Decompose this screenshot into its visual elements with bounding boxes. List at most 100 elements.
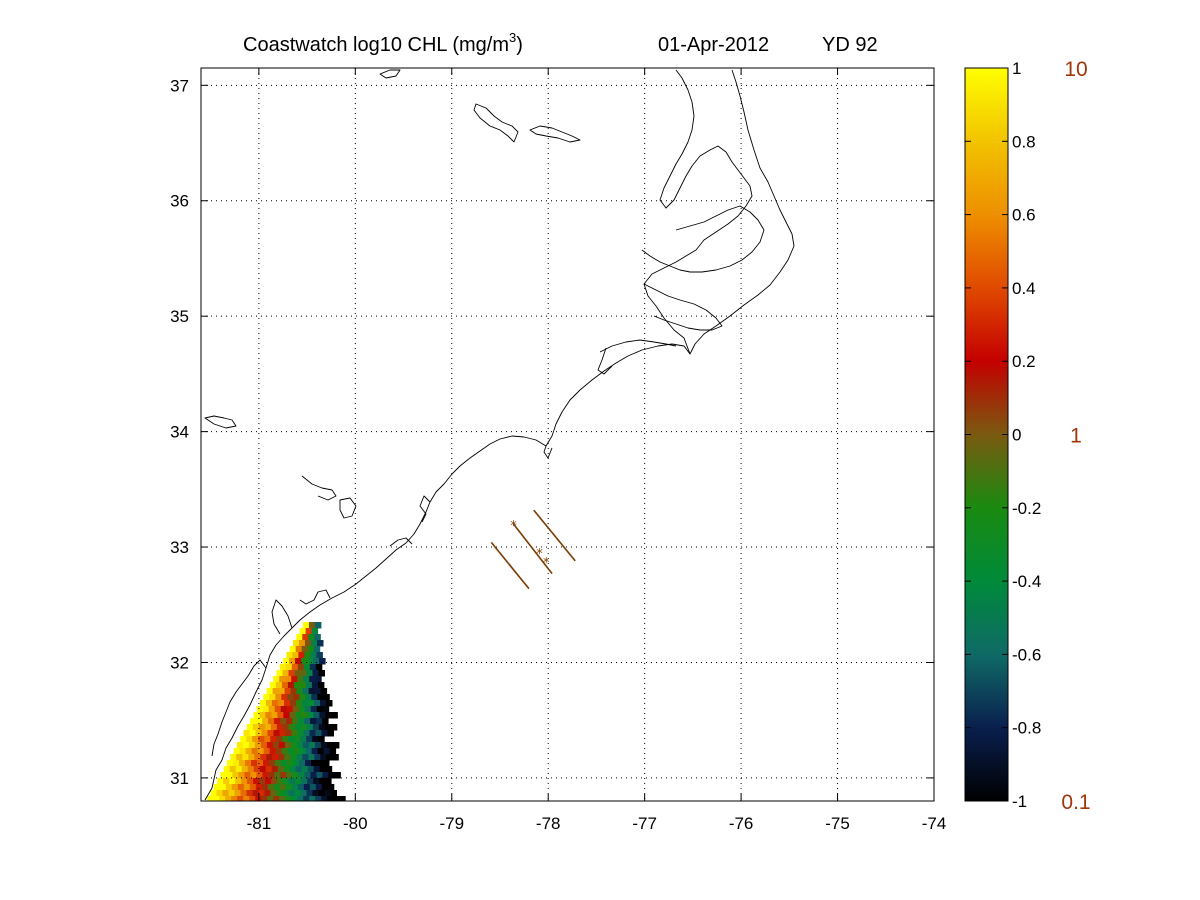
swath-pixel — [323, 694, 330, 701]
swath-pixel — [268, 718, 275, 725]
swath-pixel — [315, 796, 322, 801]
swath-pixel — [314, 688, 322, 695]
lon-tick-label: -79 — [439, 814, 464, 833]
swath-pixel — [306, 670, 313, 677]
swath-pixel — [229, 766, 237, 773]
swath-pixel — [309, 796, 316, 801]
swath-pixel — [262, 772, 269, 779]
swath-pixel — [308, 700, 315, 707]
swath-pixel — [314, 634, 321, 641]
colorbar-tick-label: -0.6 — [1012, 645, 1041, 664]
swath-pixel — [287, 694, 294, 701]
swath-pixel — [239, 748, 247, 755]
colorbar-tick-label: -1 — [1012, 792, 1027, 811]
swath-pixel — [253, 778, 260, 785]
swath-pixel — [260, 754, 267, 761]
axis-ticks — [201, 68, 935, 801]
swath-pixel — [313, 646, 321, 653]
swath-pixel — [253, 766, 261, 773]
swath-pixel — [321, 730, 328, 737]
swath-pixel — [278, 742, 286, 749]
swath-pixel — [330, 790, 337, 797]
swath-pixel — [261, 796, 268, 801]
swath-pixel — [295, 778, 302, 785]
swath-pixel — [320, 700, 327, 707]
swath-pixel — [270, 790, 277, 797]
swath-pixel — [294, 724, 302, 731]
swath-pixel — [320, 742, 328, 749]
swath-pixel — [275, 682, 283, 689]
concentration-label: 0.1 — [1061, 791, 1090, 814]
swath-pixel — [233, 760, 240, 767]
swath-pixel — [322, 772, 329, 779]
swath-pixel — [313, 778, 320, 785]
swath-pixel — [250, 718, 257, 725]
swath-pixel — [307, 778, 314, 785]
swath-pixel — [278, 754, 285, 761]
swath-pixel — [273, 796, 280, 801]
swath-pixel — [308, 754, 315, 761]
chlorophyll-swath — [207, 622, 346, 801]
swath-pixel — [252, 736, 259, 743]
swath-pixel — [271, 778, 278, 785]
pamlico-tributary — [597, 347, 613, 375]
swath-pixel — [328, 772, 335, 779]
title-close: ) — [516, 34, 523, 56]
colorbar-tick-label: 0.8 — [1012, 132, 1036, 151]
swath-pixel — [316, 652, 323, 659]
swath-pixel — [332, 754, 339, 761]
santee-delta-shore — [389, 537, 413, 547]
swath-pixel — [286, 772, 293, 779]
swath-pixel — [289, 658, 296, 665]
swath-pixel — [291, 664, 299, 671]
swath-pixel — [265, 766, 273, 773]
swath-pixel — [299, 628, 307, 635]
swath-pixel — [268, 772, 275, 779]
station-marker: * — [510, 519, 517, 534]
swath-pixel — [273, 730, 280, 737]
swath-pixel — [298, 718, 305, 725]
swath-pixel — [306, 736, 313, 743]
swath-pixel — [237, 796, 244, 801]
swath-pixel — [299, 760, 306, 767]
swath-pixel — [301, 646, 309, 653]
swath-pixel — [331, 712, 338, 719]
swath-pixel — [284, 688, 292, 695]
swath-pixel — [323, 760, 330, 767]
swath-pixel — [315, 664, 323, 671]
swath-pixel — [260, 700, 267, 707]
swath-pixel — [276, 790, 283, 797]
coastline-main — [204, 69, 795, 801]
swath-pixel — [308, 634, 315, 641]
swath-pixel — [272, 754, 279, 761]
swath-pixel — [313, 766, 321, 773]
swath-pixel — [316, 706, 324, 713]
swath-pixel — [272, 688, 280, 695]
swath-pixel — [231, 796, 238, 801]
station-markers: *** — [510, 519, 550, 571]
swath-pixel — [274, 772, 281, 779]
swath-pixel — [242, 742, 250, 749]
swath-pixel — [287, 760, 294, 767]
swath-pixel — [275, 694, 282, 701]
swath-pixel — [298, 706, 306, 713]
lake-marion — [301, 475, 337, 501]
swath-pixel — [261, 730, 268, 737]
swath-pixel — [299, 640, 306, 647]
swath-pixel — [282, 724, 290, 731]
swath-pixel — [280, 718, 287, 725]
swath-pixel — [265, 778, 272, 785]
swath-pixel — [295, 712, 302, 719]
swath-pixel — [271, 766, 279, 773]
swath-pixel — [251, 760, 258, 767]
swath-pixel — [316, 718, 323, 725]
station-marker: * — [536, 547, 543, 562]
swath-pixel — [302, 622, 310, 629]
swath-pixel — [266, 742, 274, 749]
swath-pixel — [293, 682, 301, 689]
swath-pixel — [322, 718, 329, 725]
swath-pixel — [271, 712, 278, 719]
swath-pixel — [216, 790, 223, 797]
swath-pixel — [315, 730, 322, 737]
